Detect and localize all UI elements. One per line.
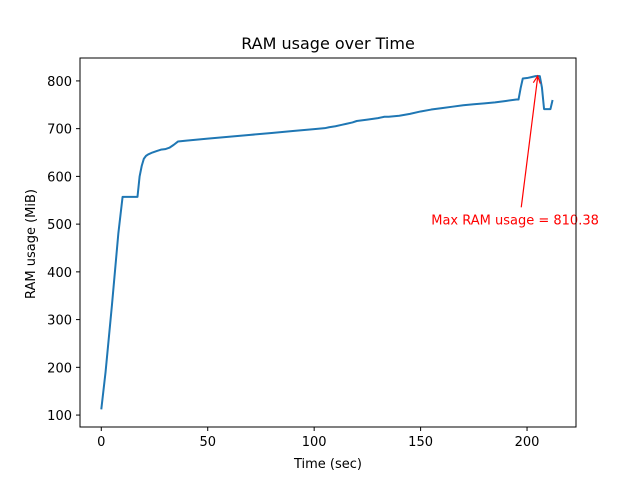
- x-tick-label: 0: [97, 435, 105, 450]
- annotation-text: Max RAM usage = 810.38: [431, 213, 599, 228]
- x-axis-label: Time (sec): [293, 457, 362, 472]
- x-tick-label: 100: [302, 435, 327, 450]
- x-axis-ticks: 0 50 100 150 200: [97, 427, 539, 450]
- y-tick-label: 200: [47, 361, 72, 376]
- y-tick-label: 600: [47, 170, 72, 185]
- x-tick-label: 150: [408, 435, 433, 450]
- y-tick-label: 800: [47, 75, 72, 90]
- y-axis-ticks: 100 200 300 400 500 600 700 800: [47, 75, 80, 424]
- max-annotation: Max RAM usage = 810.38: [431, 74, 599, 228]
- y-tick-label: 700: [47, 123, 72, 138]
- y-tick-label: 300: [47, 314, 72, 329]
- y-tick-label: 500: [47, 218, 72, 233]
- x-tick-label: 50: [199, 435, 216, 450]
- y-tick-label: 100: [47, 409, 72, 424]
- annotation-arrow-head: [532, 74, 541, 84]
- annotation-arrow: [520, 76, 539, 208]
- plot-frame: [79, 57, 577, 428]
- ram-usage-line: [100, 74, 554, 410]
- y-tick-label: 400: [47, 266, 72, 281]
- x-tick-label: 200: [515, 435, 540, 450]
- plot-area: [100, 74, 554, 410]
- chart-title: RAM usage over Time: [241, 34, 415, 53]
- y-axis-label: RAM usage (MiB): [24, 189, 39, 299]
